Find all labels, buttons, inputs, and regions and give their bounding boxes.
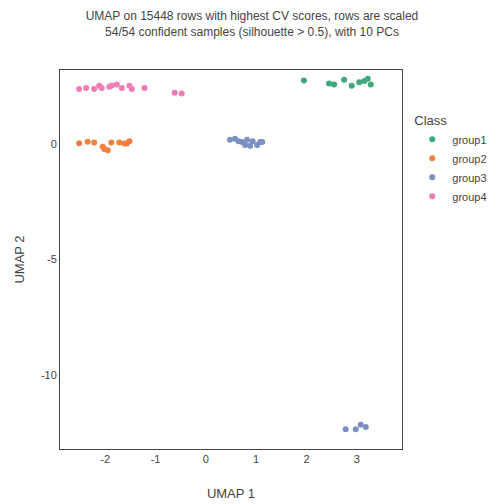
svg-text:group1: group1 <box>452 134 486 146</box>
svg-text:-2: -2 <box>100 453 110 465</box>
svg-text:-10: -10 <box>41 369 57 381</box>
svg-text:2: 2 <box>303 453 309 465</box>
svg-text:UMAP on 15448 rows with highes: UMAP on 15448 rows with highest CV score… <box>86 9 419 39</box>
svg-text:0: 0 <box>51 138 57 150</box>
svg-text:1: 1 <box>253 453 259 465</box>
svg-text:-5: -5 <box>47 253 57 265</box>
svg-text:group4: group4 <box>452 191 486 203</box>
svg-text:Class: Class <box>414 113 447 128</box>
svg-text:UMAP 2: UMAP 2 <box>12 235 27 283</box>
svg-text:-1: -1 <box>151 453 161 465</box>
svg-text:3: 3 <box>354 453 360 465</box>
svg-text:group3: group3 <box>452 172 486 184</box>
svg-text:group2: group2 <box>452 153 486 165</box>
svg-text:0: 0 <box>203 453 209 465</box>
svg-text:UMAP 1: UMAP 1 <box>207 486 255 501</box>
